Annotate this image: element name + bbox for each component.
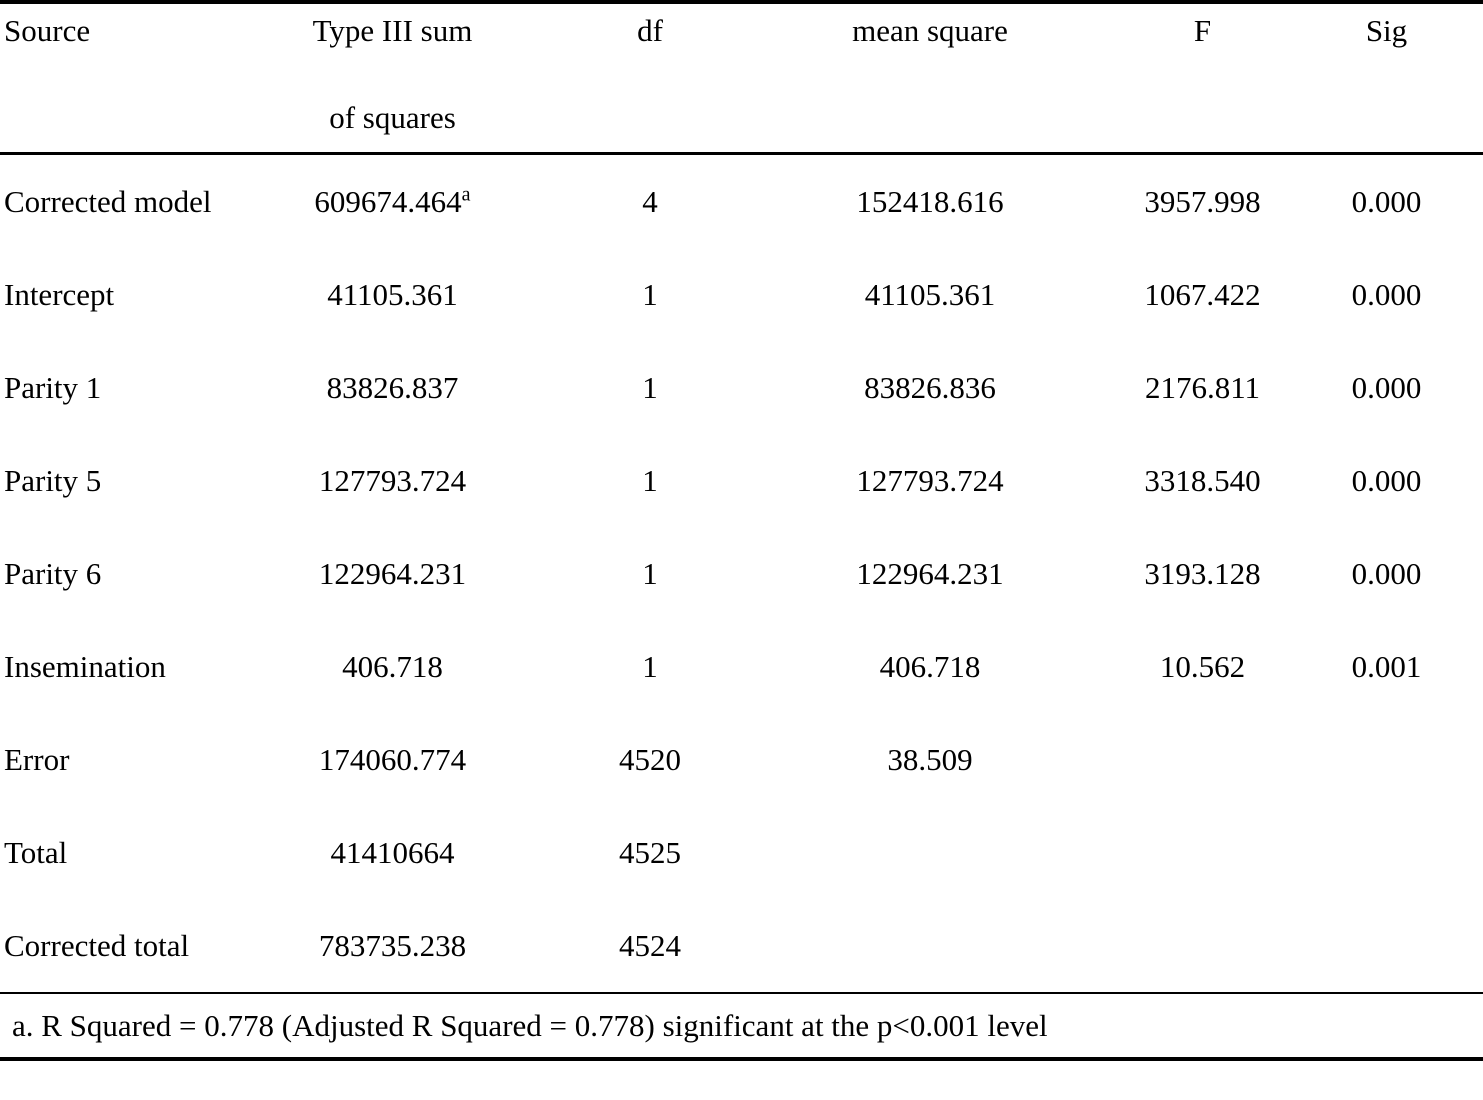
cell-f: 2176.811 — [1144, 369, 1261, 405]
cell-df: 1 — [642, 369, 658, 405]
table-footnote-band: a. R Squared = 0.778 (Adjusted R Squared… — [0, 992, 1483, 1061]
cell-f: 3193.128 — [1144, 555, 1261, 591]
header-type-iii-sum-of-squares: Type III sum of squares — [230, 4, 555, 152]
cell-mean-square: 406.718 — [879, 648, 981, 684]
cell-mean-square: 83826.836 — [864, 369, 996, 405]
cell-source: Parity 1 — [4, 369, 102, 405]
cell-df: 1 — [642, 276, 658, 312]
cell-f: 3318.540 — [1144, 462, 1261, 498]
table-row: Total 41410664 4525 — [0, 806, 1483, 899]
table-footnote: a. R Squared = 0.778 (Adjusted R Squared… — [12, 1007, 1048, 1043]
cell-source: Corrected total — [4, 927, 190, 963]
cell-mean-square: 152418.616 — [856, 183, 1004, 219]
cell-sig: 0.000 — [1351, 183, 1422, 219]
cell-source: Insemination — [4, 648, 166, 684]
cell-sum-of-squares: 609674.464a — [230, 184, 555, 220]
cell-sum-of-squares: 127793.724 — [318, 462, 467, 498]
table-row: Parity 5 127793.724 1 127793.724 3318.54… — [0, 434, 1483, 527]
cell-source: Parity 5 — [4, 462, 102, 498]
header-df: df — [637, 13, 663, 48]
ss-value: 609674.464 — [314, 183, 462, 219]
cell-source: Parity 6 — [4, 555, 102, 591]
cell-df: 1 — [642, 648, 658, 684]
table-header-row: Source Type III sum of squares df mean s… — [0, 4, 1483, 155]
cell-f: 1067.422 — [1144, 276, 1261, 312]
cell-source: Total — [4, 834, 68, 870]
cell-sum-of-squares: 174060.774 — [318, 741, 467, 777]
cell-sum-of-squares: 783735.238 — [318, 927, 467, 963]
cell-df: 1 — [642, 462, 658, 498]
cell-mean-square: 127793.724 — [856, 462, 1004, 498]
cell-df: 4525 — [619, 834, 681, 870]
cell-source: Corrected model — [4, 183, 212, 219]
header-ss-line2: of squares — [329, 99, 456, 135]
cell-source: Intercept — [4, 276, 115, 312]
cell-sum-of-squares: 122964.231 — [318, 555, 467, 591]
footnote-marker: a — [461, 183, 471, 206]
cell-sig: 0.000 — [1351, 276, 1422, 312]
cell-mean-square: 41105.361 — [864, 276, 996, 312]
table-row: Corrected total 783735.238 4524 — [0, 899, 1483, 992]
cell-sig: 0.001 — [1351, 648, 1422, 684]
table-row: Insemination 406.718 1 406.718 10.562 0.… — [0, 620, 1483, 713]
header-sig: Sig — [1365, 13, 1408, 48]
cell-sum-of-squares: 41105.361 — [327, 276, 458, 312]
table-row: Error 174060.774 4520 38.509 — [0, 713, 1483, 806]
header-f: F — [1193, 13, 1212, 48]
cell-sig: 0.000 — [1351, 369, 1422, 405]
header-mean-square: mean square — [852, 13, 1008, 48]
cell-sig: 0.000 — [1351, 555, 1422, 591]
cell-df: 1 — [642, 555, 658, 591]
cell-f: 3957.998 — [1144, 183, 1261, 219]
cell-df: 4520 — [619, 741, 681, 777]
header-source: Source — [4, 13, 91, 48]
cell-sum-of-squares: 83826.837 — [326, 369, 459, 405]
table-row: Parity 1 83826.837 1 83826.836 2176.811 … — [0, 341, 1483, 434]
cell-sum-of-squares: 406.718 — [342, 648, 443, 684]
header-ss-line1: Type III sum — [312, 13, 473, 48]
cell-df: 4 — [642, 183, 658, 219]
table-row: Intercept 41105.361 1 41105.361 1067.422… — [0, 248, 1483, 341]
cell-f: 10.562 — [1159, 648, 1246, 684]
cell-df: 4524 — [619, 927, 681, 963]
cell-sig: 0.000 — [1351, 462, 1422, 498]
cell-sum-of-squares: 41410664 — [330, 834, 455, 870]
cell-mean-square: 122964.231 — [856, 555, 1004, 591]
cell-mean-square: 38.509 — [887, 741, 973, 777]
table-row: Corrected model 609674.464a 4 152418.616… — [0, 155, 1483, 248]
table-row: Parity 6 122964.231 1 122964.231 3193.12… — [0, 527, 1483, 620]
cell-source: Error — [4, 741, 70, 777]
